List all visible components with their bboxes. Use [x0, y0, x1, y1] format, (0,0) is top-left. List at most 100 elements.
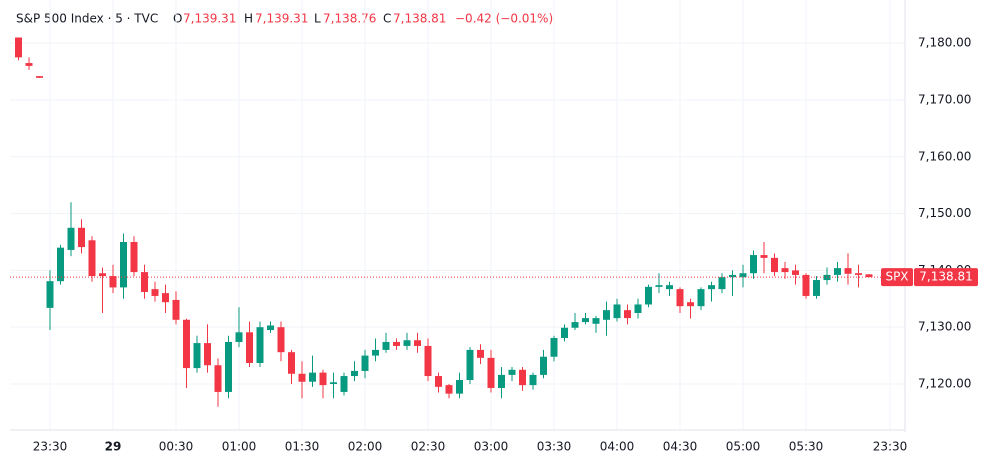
- candle-body: [267, 325, 274, 331]
- header-high: 7,139.31: [255, 12, 308, 26]
- candle-body: [130, 241, 138, 273]
- y-tick-label: 7,180.00: [918, 36, 971, 50]
- candle-body: [792, 270, 799, 275]
- candle-body: [435, 376, 442, 387]
- candle-body: [214, 365, 222, 392]
- legend-header: S&P 500 Index · 5 · TVC O 7,139.31 H 7,139.3…: [16, 12, 553, 26]
- price-tag: [914, 268, 978, 287]
- header-h-label: H: [244, 12, 253, 26]
- candle-body: [78, 227, 85, 248]
- symbol-tag-text: SPX: [885, 270, 908, 284]
- candle-body: [57, 247, 64, 282]
- candle-body: [225, 341, 232, 392]
- header-o-label: O: [173, 12, 182, 26]
- candle-body: [172, 299, 180, 320]
- candle-body: [750, 255, 757, 274]
- candle-body: [88, 240, 96, 277]
- candle-body: [466, 349, 474, 381]
- candle-body: [687, 302, 694, 307]
- candle-body: [561, 327, 568, 338]
- candle-body: [246, 332, 253, 363]
- candle-body: [519, 369, 526, 386]
- candle-body: [204, 343, 211, 366]
- symbol-tag: [881, 268, 913, 287]
- candle-body: [571, 322, 579, 328]
- candle-body: [708, 285, 715, 290]
- candle-body: [193, 343, 201, 369]
- candle-body: [298, 373, 306, 382]
- x-tick-label: 01:30: [285, 440, 320, 454]
- candle-body: [582, 318, 589, 323]
- header-close: 7,138.81: [393, 12, 446, 26]
- y-tick-label: 7,150.00: [918, 206, 971, 220]
- x-tick-label: 05:30: [789, 440, 824, 454]
- candle-body: [340, 376, 348, 392]
- candle-body: [771, 257, 778, 273]
- candle-body: [676, 289, 684, 307]
- candle-body: [309, 372, 316, 382]
- candle-body: [729, 274, 736, 278]
- x-tick-label: 02:00: [348, 440, 383, 454]
- candle-body: [456, 380, 463, 394]
- candle-body: [624, 310, 631, 319]
- x-tick-label: 02:30: [411, 440, 446, 454]
- candle-body: [844, 268, 852, 274]
- price-tag-text: 7,138.81: [919, 270, 972, 284]
- x-tick-label: 05:00: [726, 440, 761, 454]
- candle-body: [361, 355, 369, 371]
- header-c-label: C: [383, 12, 391, 26]
- y-tick-label: 7,120.00: [918, 376, 971, 390]
- candle-body: [477, 349, 484, 358]
- candle-body: [120, 241, 127, 288]
- header-low: 7,138.76: [323, 12, 376, 26]
- candle-body: [183, 319, 190, 369]
- header-symbol: S&P 500 Index · 5 · TVC: [16, 12, 158, 26]
- candle-body: [403, 340, 411, 346]
- candle-body: [718, 277, 726, 290]
- header-l-label: L: [314, 12, 321, 26]
- candle-body: [529, 374, 537, 386]
- x-tick-label: 23:30: [873, 440, 908, 454]
- candle-body: [666, 285, 673, 290]
- grid: [10, 0, 905, 430]
- candle-body: [802, 274, 810, 296]
- y-tick-label: 7,170.00: [918, 92, 971, 106]
- candle-body: [634, 304, 642, 313]
- candle-body: [760, 255, 768, 258]
- candle-body: [655, 285, 663, 287]
- candle-body: [36, 76, 43, 78]
- header-open: 7,139.31: [183, 12, 236, 26]
- candle-body: [498, 374, 505, 388]
- x-tick-label: 00:30: [159, 440, 194, 454]
- candle-body: [424, 345, 432, 377]
- candle-body: [372, 349, 379, 356]
- candle-body: [319, 372, 327, 386]
- candle-body: [256, 327, 264, 363]
- candle-body: [540, 356, 547, 375]
- candle-body: [25, 63, 33, 66]
- candle-body: [865, 274, 873, 278]
- x-tick-label: 23:30: [33, 440, 68, 454]
- x-tick-label: 29: [105, 440, 122, 454]
- x-tick-label: 03:00: [474, 440, 509, 454]
- candle-body: [393, 341, 400, 346]
- candle-body: [330, 382, 337, 384]
- candle-body: [813, 280, 820, 296]
- y-tick-label: 7,130.00: [918, 320, 971, 334]
- candle-body: [445, 385, 453, 394]
- y-tick-label: 7,160.00: [918, 149, 971, 163]
- candle-body: [235, 332, 243, 342]
- candle-body: [697, 289, 705, 307]
- candle-body: [141, 272, 148, 292]
- candle-body: [67, 227, 75, 250]
- x-tick-label: 04:30: [663, 440, 698, 454]
- candle-body: [508, 369, 516, 375]
- candle-body: [109, 276, 117, 288]
- candle-body: [162, 293, 169, 303]
- candle-body: [15, 37, 22, 58]
- candle-body: [151, 289, 159, 296]
- candle-body: [592, 318, 600, 324]
- header-change: −0.42 (−0.01%): [455, 12, 553, 26]
- candle-body: [277, 327, 285, 353]
